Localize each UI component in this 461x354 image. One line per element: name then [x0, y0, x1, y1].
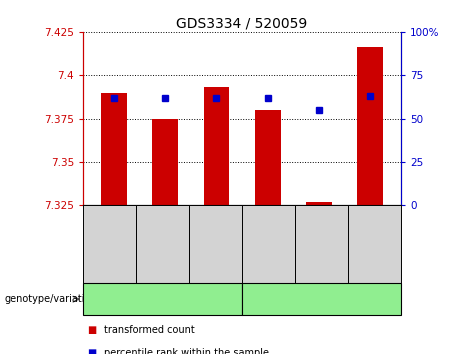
Bar: [101, 92, 127, 205]
Text: ■: ■: [88, 325, 97, 335]
Bar: [204, 87, 229, 205]
Bar: [306, 202, 332, 205]
Title: GDS3334 / 520059: GDS3334 / 520059: [177, 17, 307, 31]
Bar: [152, 119, 178, 205]
Bar: [357, 47, 383, 205]
Text: activating transcriptional
factor 2 null: activating transcriptional factor 2 null: [265, 290, 378, 309]
Text: GSM237609: GSM237609: [264, 217, 273, 272]
Text: wildtype: wildtype: [143, 295, 182, 304]
Text: transformed count: transformed count: [104, 325, 195, 335]
Text: GSM237608: GSM237608: [211, 217, 220, 272]
Text: percentile rank within the sample: percentile rank within the sample: [104, 348, 269, 354]
Text: GSM237606: GSM237606: [105, 217, 114, 272]
Text: GSM237610: GSM237610: [317, 217, 326, 272]
Text: GSM237611: GSM237611: [370, 217, 379, 272]
Text: GSM237607: GSM237607: [158, 217, 167, 272]
Bar: [255, 110, 280, 205]
Text: ■: ■: [88, 348, 97, 354]
Text: genotype/variation: genotype/variation: [5, 294, 97, 304]
